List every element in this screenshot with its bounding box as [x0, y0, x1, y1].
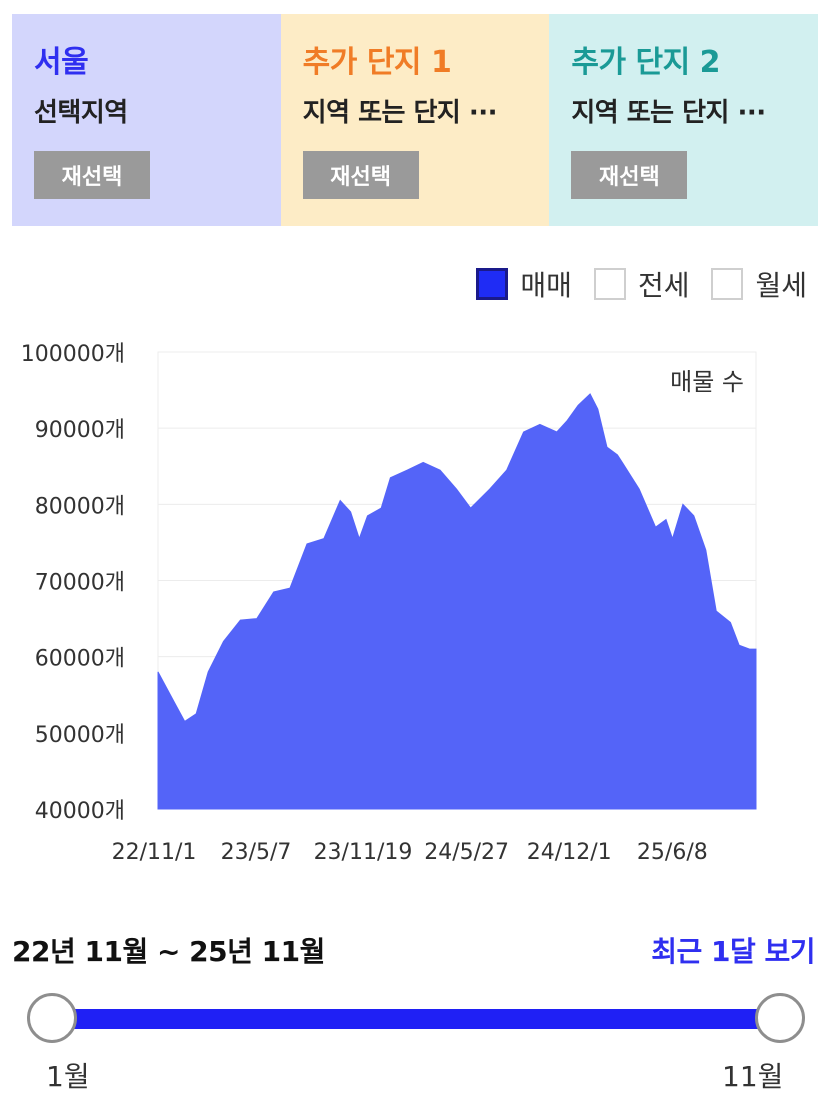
region-cards: 서울 선택지역 재선택 추가 단지 1 지역 또는 단지 ··· 재선택 추가 …	[12, 14, 819, 226]
x-tick-label: 23/5/7	[221, 840, 292, 865]
slider-right-label: 11월	[722, 1060, 784, 1093]
x-tick-label: 24/12/1	[527, 840, 612, 865]
region-title: 추가 단지 1	[302, 45, 452, 80]
region-subtitle: 선택지역	[34, 98, 128, 128]
reselect-button[interactable]: 재선택	[571, 151, 688, 199]
region-title: 서울	[34, 45, 89, 80]
x-tick-label: 22/11/1	[112, 840, 197, 865]
legend-label: 월세	[755, 269, 807, 302]
period-range-title: 22년 11월 ~ 25년 11월	[12, 935, 325, 968]
legend: 매매 전세 월세	[454, 264, 807, 304]
series-area	[157, 393, 757, 810]
y-tick-label: 60000개	[35, 647, 125, 672]
x-tick-label: 25/6/8	[637, 840, 708, 865]
listing-count-chart: 100000개 90000개 80000개 70000개 60000개 50000개 400…	[21, 342, 757, 865]
recent-month-link[interactable]: 최근 1달 보기	[651, 935, 815, 968]
y-tick-label: 40000개	[35, 799, 125, 824]
reselect-button[interactable]: 재선택	[34, 151, 150, 199]
reselect-button[interactable]: 재선택	[302, 151, 419, 199]
legend-monthly-rent[interactable]: 월세	[711, 264, 807, 304]
checkbox-icon[interactable]	[593, 268, 626, 300]
y-tick-label: 70000개	[35, 571, 125, 596]
region-subtitle[interactable]: 지역 또는 단지 ···	[302, 98, 498, 128]
region-subtitle[interactable]: 지역 또는 단지 ···	[571, 98, 766, 128]
region-card-extra-2: 추가 단지 2 지역 또는 단지 ··· 재선택	[549, 14, 819, 226]
range-slider-left-handle[interactable]	[27, 993, 77, 1043]
chart-annotation: 매물 수	[670, 368, 744, 396]
legend-label: 전세	[637, 269, 690, 302]
region-card-seoul: 서울 선택지역 재선택	[12, 14, 281, 226]
y-tick-label: 50000개	[35, 723, 125, 748]
x-tick-label: 23/11/19	[314, 840, 413, 865]
slider-left-label: 1월	[46, 1060, 90, 1093]
legend-jeonse[interactable]: 전세	[593, 264, 690, 304]
y-tick-label: 90000개	[35, 418, 125, 443]
region-card-extra-1: 추가 단지 1 지역 또는 단지 ··· 재선택	[280, 14, 550, 226]
y-tick-label: 80000개	[35, 494, 125, 519]
x-tick-label: 24/5/27	[424, 840, 509, 865]
checkbox-icon[interactable]	[476, 268, 509, 300]
checkbox-icon[interactable]	[711, 268, 744, 300]
range-slider-right-handle[interactable]	[755, 993, 805, 1043]
region-title: 추가 단지 2	[571, 45, 721, 80]
legend-sale[interactable]: 매매	[476, 264, 572, 304]
y-tick-label: 100000개	[21, 342, 125, 367]
range-slider-track[interactable]	[52, 1009, 782, 1029]
legend-label: 매매	[520, 269, 572, 302]
